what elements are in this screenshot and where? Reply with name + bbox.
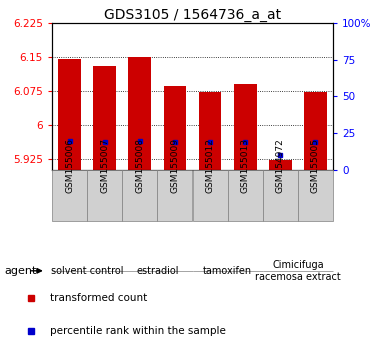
Text: GSM155007: GSM155007 xyxy=(100,138,109,193)
Text: GSM155012: GSM155012 xyxy=(206,138,214,193)
Bar xyxy=(234,84,257,170)
Bar xyxy=(93,66,116,170)
Bar xyxy=(269,160,292,170)
Text: GSM155005: GSM155005 xyxy=(311,138,320,193)
Text: agent: agent xyxy=(4,266,37,276)
Title: GDS3105 / 1564736_a_at: GDS3105 / 1564736_a_at xyxy=(104,8,281,22)
Bar xyxy=(199,92,221,170)
Text: Cimicifuga
racemosa extract: Cimicifuga racemosa extract xyxy=(255,260,341,282)
Bar xyxy=(157,170,192,221)
Bar xyxy=(192,170,228,221)
Bar xyxy=(122,170,157,221)
Bar xyxy=(228,170,263,221)
Text: transformed count: transformed count xyxy=(50,293,147,303)
Text: GSM155013: GSM155013 xyxy=(241,138,250,193)
Bar xyxy=(87,170,122,221)
Bar xyxy=(52,170,87,221)
Text: GSM154972: GSM154972 xyxy=(276,138,285,193)
Bar xyxy=(58,59,81,170)
Bar xyxy=(263,170,298,221)
Text: GSM155008: GSM155008 xyxy=(135,138,144,193)
Bar xyxy=(298,170,333,221)
Text: estradiol: estradiol xyxy=(136,266,179,276)
Text: percentile rank within the sample: percentile rank within the sample xyxy=(50,326,226,336)
Text: GSM155009: GSM155009 xyxy=(171,138,179,193)
Bar xyxy=(164,86,186,170)
Bar xyxy=(128,57,151,170)
Text: solvent control: solvent control xyxy=(51,266,123,276)
Text: tamoxifen: tamoxifen xyxy=(203,266,252,276)
Text: GSM155006: GSM155006 xyxy=(65,138,74,193)
Bar xyxy=(304,92,327,170)
